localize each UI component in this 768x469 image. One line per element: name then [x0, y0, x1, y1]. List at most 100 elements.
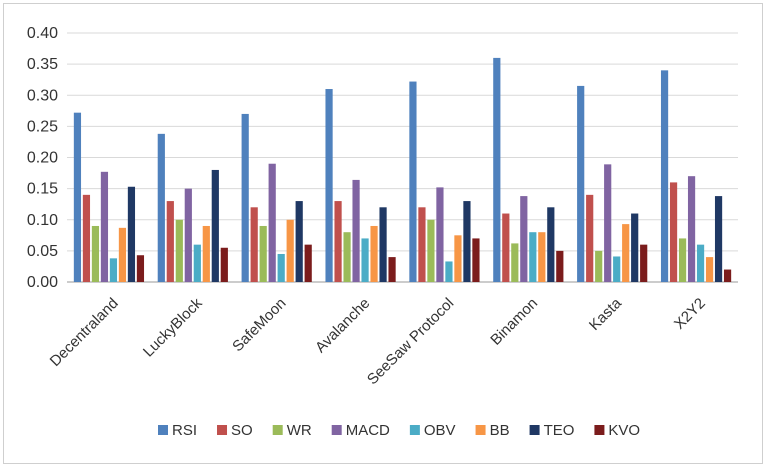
x-tick-label: SafeMoon	[229, 295, 289, 355]
legend-swatch	[331, 425, 342, 435]
bar-rsi-3	[325, 89, 333, 283]
legend-swatch	[409, 425, 420, 435]
bar-bb-0	[118, 227, 127, 282]
bar-so-1	[166, 201, 174, 282]
bar-obv-3	[361, 238, 369, 282]
legend-label: BB	[490, 422, 510, 439]
bar-teo-5	[547, 207, 555, 282]
legend-label: OBV	[424, 422, 456, 439]
bar-rsi-1	[157, 133, 165, 282]
bar-wr-5	[511, 243, 519, 282]
bar-bb-4	[454, 235, 462, 282]
bar-teo-4	[463, 201, 471, 282]
bar-kvo-7	[723, 269, 732, 282]
bar-teo-7	[714, 196, 723, 282]
bar-rsi-5	[493, 57, 501, 283]
y-axis: 0.00 0.05 0.10 0.15 0.20 0.25 0.30 0.35 0.40	[27, 25, 58, 291]
bar-kvo-5	[556, 250, 564, 282]
legend: RSI SO WR MACD OBV BB TEO KVO	[158, 422, 640, 439]
bar-so-0	[82, 194, 91, 282]
legend-label: SO	[231, 422, 253, 439]
x-axis: Decentraland LuckyBlock SafeMoon AvalancheS…	[47, 294, 709, 388]
bar-wr-6	[595, 250, 603, 282]
bars	[73, 57, 732, 283]
legend-label: MACD	[346, 422, 390, 439]
legend-item-macd: MACD	[331, 422, 390, 439]
legend-label: TEO	[544, 422, 575, 439]
bar-kvo-1	[220, 247, 228, 282]
bar-macd-5	[520, 196, 528, 282]
bar-teo-3	[379, 207, 387, 282]
legend-item-kvo: KVO	[594, 422, 640, 439]
y-tick-label: 0.15	[27, 181, 58, 198]
bar-macd-7	[687, 176, 696, 282]
bar-rsi-2	[241, 113, 249, 282]
bar-kvo-2	[304, 244, 312, 282]
bar-rsi-6	[577, 85, 585, 282]
legend-swatch	[272, 425, 283, 435]
legend-item-so: SO	[217, 422, 253, 439]
bar-wr-3	[343, 232, 351, 282]
bar-wr-7	[678, 238, 687, 282]
bar-obv-7	[696, 244, 705, 282]
bar-macd-0	[100, 171, 109, 282]
y-tick-label: 0.00	[27, 274, 58, 291]
bar-obv-0	[109, 258, 118, 282]
legend-label: WR	[287, 422, 312, 439]
legend-item-obv: OBV	[409, 422, 456, 439]
bar-so-5	[502, 213, 510, 282]
bar-wr-4	[427, 219, 435, 282]
bar-bb-3	[370, 225, 378, 282]
legend-label: KVO	[608, 422, 640, 439]
x-tick-label: Kasta	[586, 294, 626, 334]
bar-obv-6	[613, 256, 621, 282]
bar-kvo-0	[136, 255, 145, 282]
bar-obv-4	[445, 261, 453, 282]
bar-rsi-0	[73, 112, 82, 283]
bar-so-7	[669, 182, 678, 282]
bar-macd-4	[436, 187, 444, 282]
legend-item-wr: WR	[272, 422, 312, 439]
bar-bb-5	[538, 232, 546, 282]
bar-so-2	[250, 207, 258, 282]
bar-obv-1	[193, 244, 201, 282]
bar-wr-1	[175, 219, 183, 282]
legend-swatch	[158, 425, 168, 435]
bar-macd-1	[184, 188, 192, 282]
bar-macd-2	[268, 163, 276, 282]
bar-so-3	[334, 201, 342, 282]
legend-swatch	[529, 425, 540, 435]
bar-so-6	[586, 194, 594, 282]
bar-obv-5	[529, 232, 537, 282]
legend-swatch	[594, 425, 605, 435]
y-tick-label: 0.20	[27, 150, 58, 167]
bar-obv-2	[277, 253, 285, 282]
bar-so-4	[418, 207, 426, 282]
x-tick-label: Avalanche	[312, 295, 373, 356]
x-tick-label: X2Y2	[671, 295, 709, 333]
x-tick-label: SeeSaw Protocol	[364, 295, 457, 388]
bar-rsi-4	[409, 81, 417, 283]
bar-teo-0	[127, 186, 136, 282]
bar-wr-2	[259, 225, 267, 282]
legend-label: RSI	[172, 422, 197, 439]
legend-swatch	[217, 425, 228, 435]
bar-wr-0	[91, 225, 100, 282]
bar-macd-6	[604, 164, 612, 282]
bar-teo-2	[295, 201, 303, 282]
y-tick-label: 0.40	[27, 25, 58, 42]
x-tick-label: Binamon	[487, 295, 541, 349]
x-tick-label: Decentraland	[47, 295, 122, 370]
y-tick-label: 0.35	[27, 56, 58, 73]
y-tick-label: 0.05	[27, 243, 58, 260]
x-tick-label: LuckyBlock	[140, 294, 206, 360]
legend-item-bb: BB	[475, 422, 510, 439]
bar-bb-1	[202, 225, 210, 282]
bar-teo-6	[631, 213, 639, 282]
y-tick-label: 0.30	[27, 87, 58, 104]
bar-bb-6	[622, 224, 630, 282]
bar-bb-2	[286, 219, 294, 282]
bar-kvo-4	[472, 238, 480, 282]
bar-macd-3	[352, 179, 360, 282]
